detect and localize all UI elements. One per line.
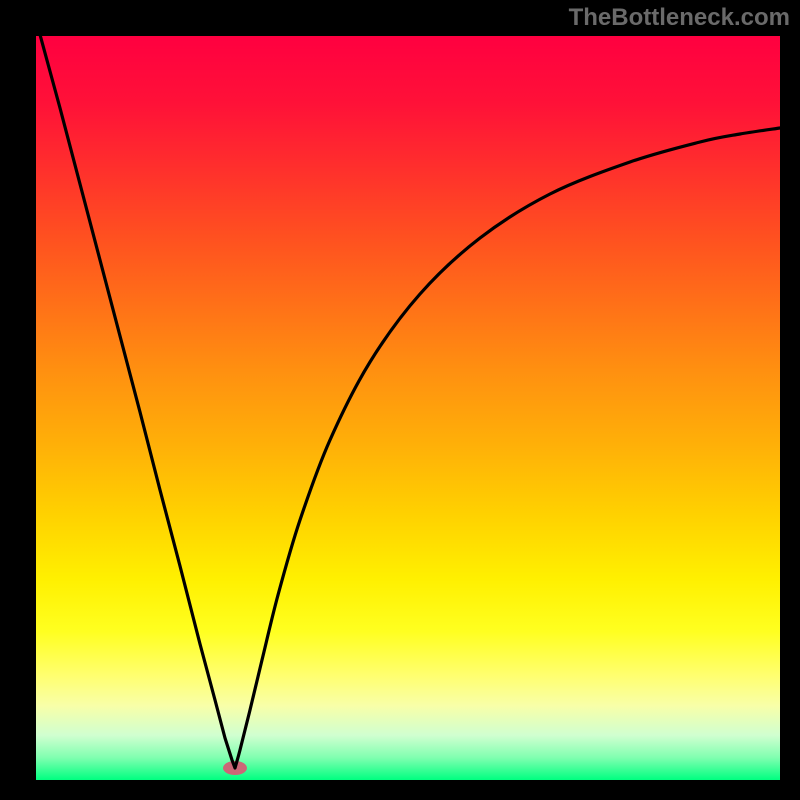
bottleneck-chart	[0, 0, 800, 800]
chart-container: TheBottleneck.com	[0, 0, 800, 800]
watermark-text: TheBottleneck.com	[569, 4, 790, 32]
plot-background	[36, 36, 780, 780]
